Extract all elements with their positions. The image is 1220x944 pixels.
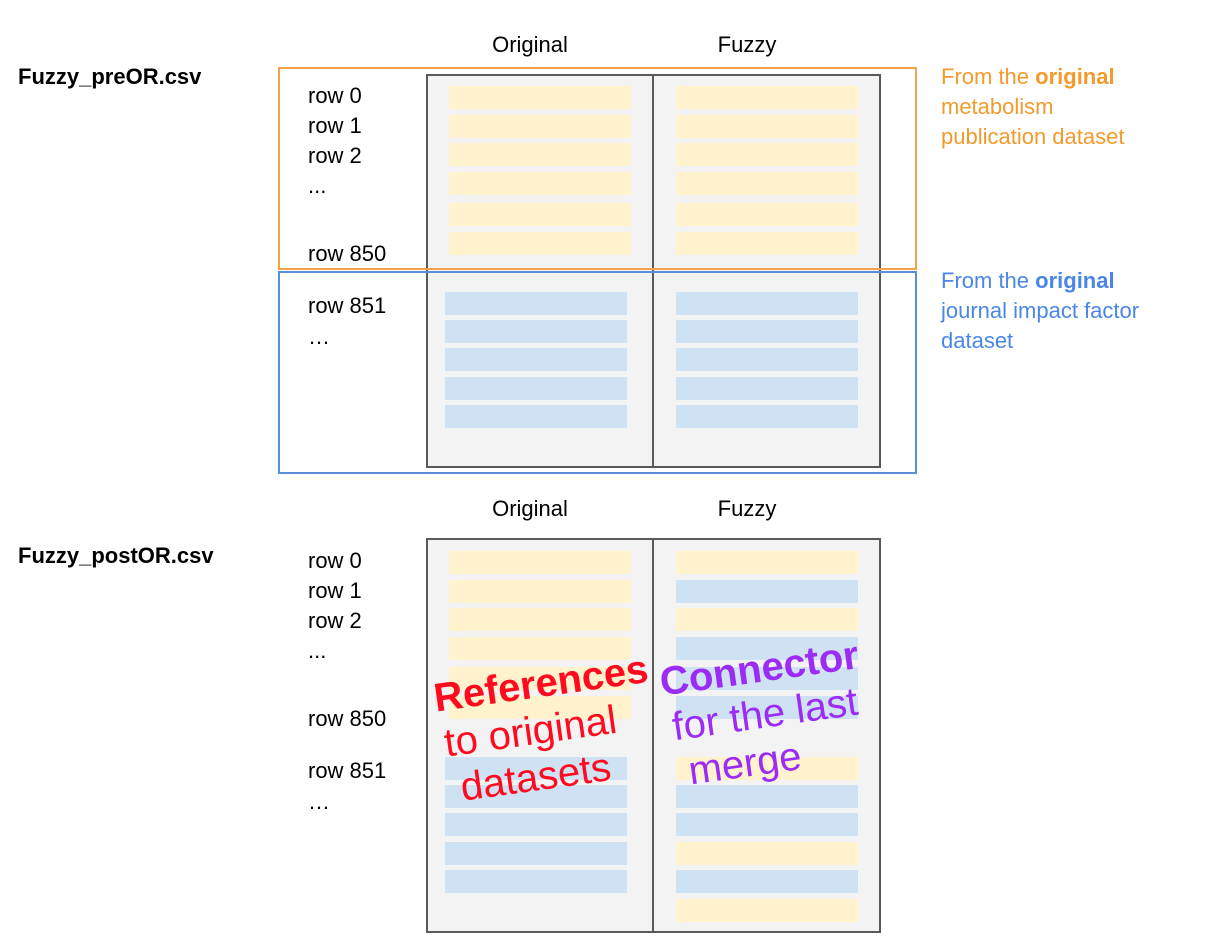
connector-annotation: Connector for the last merge [657, 632, 874, 796]
original-dataset-note: From the original metabolism publication… [941, 62, 1124, 152]
table-strip [676, 785, 858, 808]
top-col-original-header: Original [492, 32, 568, 57]
table-strip [449, 580, 631, 603]
table-strip [676, 405, 858, 428]
table-strip [445, 785, 627, 808]
table-strip [449, 637, 631, 660]
table-strip [676, 377, 858, 400]
note-line: publication dataset [941, 124, 1125, 149]
note-bold: original [1035, 268, 1115, 293]
row-label: row 851 [308, 758, 387, 783]
table-strip [676, 348, 858, 371]
table-strip [676, 580, 858, 603]
row-label: ... [308, 173, 327, 198]
table-strip [676, 842, 858, 865]
note-prefix: From the [941, 64, 1036, 89]
table-strip [449, 667, 631, 690]
table-strip [449, 696, 631, 719]
note-prefix: From the [941, 268, 1036, 293]
table-strip [445, 348, 627, 371]
row-label: row 850 [308, 706, 387, 731]
table-strip [449, 115, 631, 138]
row-label: row 1 [308, 578, 362, 603]
journal-dataset-outline [278, 271, 917, 474]
row-label: row 851 [308, 293, 387, 318]
table-strip [676, 667, 858, 690]
row-label: … [308, 324, 330, 349]
row-label: row 0 [308, 548, 362, 573]
table-strip [445, 842, 627, 865]
row-label: … [308, 789, 330, 814]
table-strip [445, 405, 627, 428]
table-strip [449, 143, 631, 166]
bottom-file-name: Fuzzy_postOR.csv [18, 543, 214, 568]
note-line: dataset [941, 328, 1014, 353]
journal-dataset-note: From the original journal impact factor … [941, 266, 1139, 356]
row-label: row 1 [308, 113, 362, 138]
row-label: row 2 [308, 143, 362, 168]
row-label-list: row 0 row 1 row 2 ... [308, 546, 362, 666]
table-strip [449, 232, 631, 255]
table-strip [676, 143, 858, 166]
table-strip [676, 637, 858, 660]
table-strip [449, 608, 631, 631]
note-line: journal impact factor [941, 298, 1140, 323]
table-strip [676, 696, 858, 719]
top-file-name: Fuzzy_preOR.csv [18, 64, 202, 89]
table-strip [449, 172, 631, 195]
table-strip [676, 86, 858, 109]
bottom-col-fuzzy-header: Fuzzy [717, 496, 777, 521]
top-col-fuzzy-header: Fuzzy [717, 32, 777, 57]
row-label: row 0 [308, 83, 362, 108]
note-line: metabolism [941, 94, 1054, 119]
table-strip [676, 203, 858, 226]
table-strip [445, 757, 627, 780]
table-strip [676, 172, 858, 195]
table-strip [449, 551, 631, 574]
note-bold: original [1035, 64, 1115, 89]
table-strip [676, 899, 858, 922]
table-strip [676, 320, 858, 343]
table-strip [676, 608, 858, 631]
table-strip [676, 551, 858, 574]
table-strip [676, 870, 858, 893]
table-strip [676, 292, 858, 315]
table-strip [676, 757, 858, 780]
table-strip [449, 86, 631, 109]
table-strip [676, 813, 858, 836]
bottom-col-original-header: Original [492, 496, 568, 521]
table-strip [676, 115, 858, 138]
table-strip [445, 377, 627, 400]
table-strip [445, 870, 627, 893]
row-label: row 850 [308, 241, 387, 266]
table-strip [676, 232, 858, 255]
original-dataset-outline [278, 67, 917, 270]
table-strip [445, 292, 627, 315]
table-strip [449, 203, 631, 226]
row-label: row 2 [308, 608, 362, 633]
table-strip [445, 813, 627, 836]
table-strip [445, 320, 627, 343]
bottom-column-divider [652, 538, 654, 933]
row-label: ... [308, 638, 327, 663]
row-label-list: row 0 row 1 row 2 ... [308, 81, 362, 201]
